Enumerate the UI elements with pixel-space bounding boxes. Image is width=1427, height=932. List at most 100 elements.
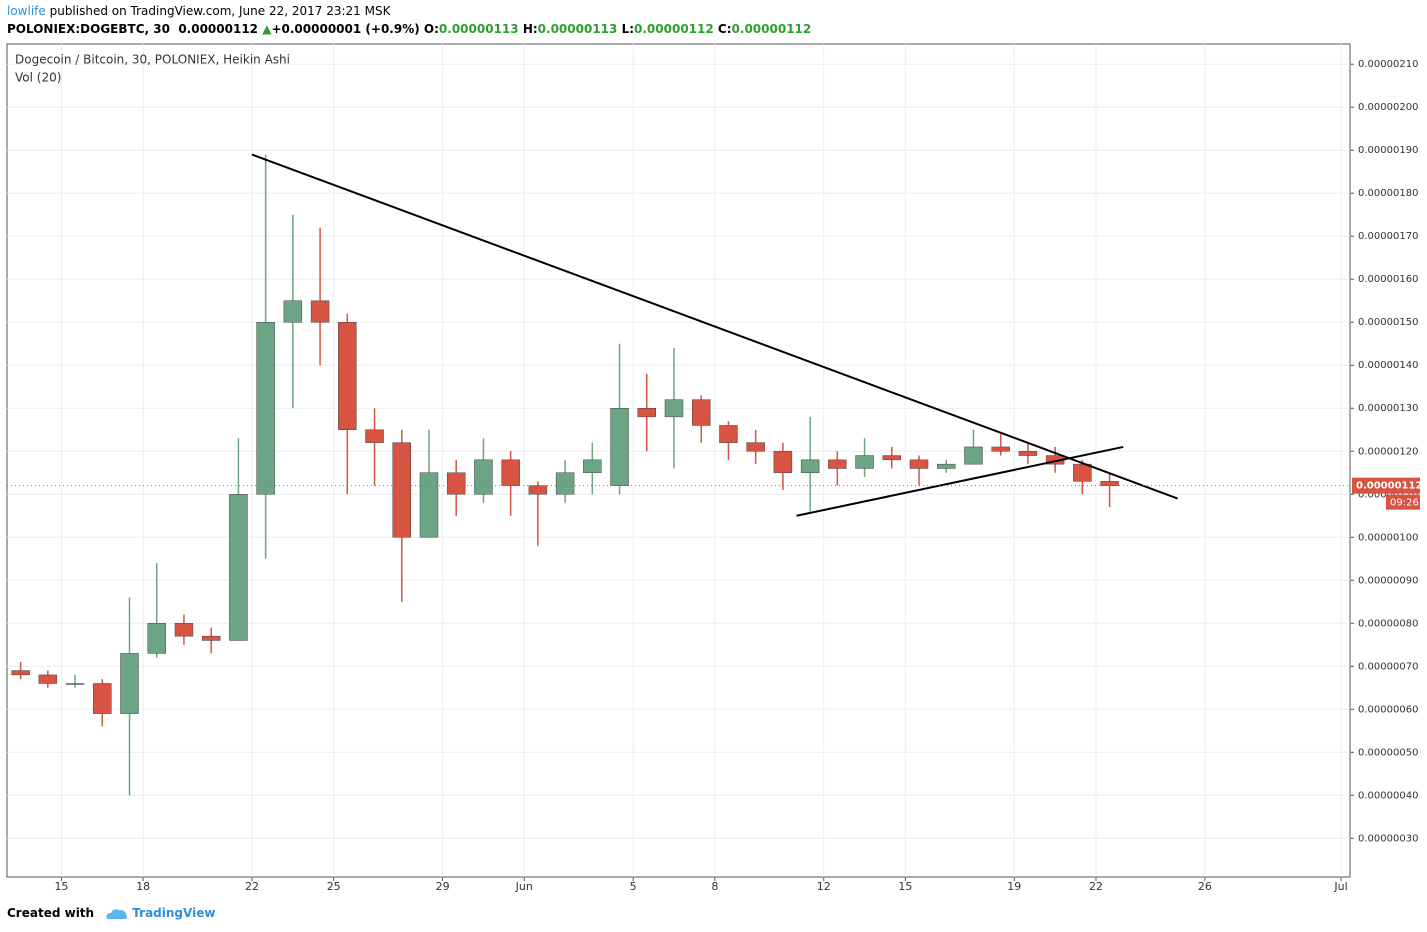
candle-body: [446, 472, 466, 495]
candle-body: [365, 429, 384, 443]
candle-body: [174, 623, 194, 637]
logo: [106, 908, 128, 919]
candle-body: [719, 425, 738, 443]
y-tick-label: 0.00000180: [1358, 188, 1418, 199]
candle-body: [528, 485, 548, 495]
y-tick-label: 0.00000080: [1358, 618, 1418, 629]
author[interactable]: lowlife: [7, 4, 46, 18]
chart-title: Dogecoin / Bitcoin, 30, POLONIEX, Heikin…: [15, 53, 290, 67]
candle-body: [419, 472, 439, 538]
x-tick-label: 29: [436, 880, 450, 893]
h-label: H:: [522, 22, 538, 36]
candle-body: [65, 683, 85, 685]
y-tick-label: 0.00000090: [1358, 575, 1418, 586]
x-tick-label: 22: [1089, 880, 1103, 893]
candle-body: [256, 321, 275, 495]
x-tick-label: 15: [54, 880, 68, 893]
candle-body: [855, 455, 874, 469]
x-tick-label: Jun: [515, 880, 533, 893]
candle-body: [828, 459, 847, 469]
y-tick-label: 0.00000070: [1358, 661, 1418, 672]
candle-body: [147, 623, 166, 654]
candle-body: [474, 459, 493, 495]
y-tick-label: 0.00000200: [1358, 102, 1418, 113]
footer: Created with TradingView: [7, 906, 215, 921]
candle-body: [229, 494, 248, 641]
trendline: [796, 445, 1124, 517]
y-tick-label: 0.00000050: [1358, 747, 1418, 758]
o-label: O:: [423, 22, 439, 36]
quote-line: POLONIEX:DOGEBTC, 30 0.00000112 ▲+0.0000…: [7, 22, 811, 36]
h: 0.00000113: [537, 22, 618, 36]
x-tick-label: 25: [327, 880, 341, 893]
candle-body: [555, 472, 575, 495]
c: 0.00000112: [731, 22, 812, 36]
y-tick-label: 0.00000160: [1358, 274, 1418, 285]
symbol: POLONIEX:DOGEBTC, 30: [7, 22, 170, 36]
change: +0.00000001 (+0.9%): [271, 22, 420, 36]
y-tick-label: 0.00000130: [1358, 403, 1418, 414]
candle-body: [882, 455, 902, 461]
x-tick-label: 19: [1007, 880, 1021, 893]
y-tick-label: 0.00000150: [1358, 317, 1418, 328]
x-tick-label: Jul: [1333, 880, 1347, 893]
candle-body: [283, 300, 303, 323]
y-tick-label: 0.00000140: [1358, 360, 1418, 371]
candle-body: [664, 399, 684, 418]
candle-body: [310, 300, 330, 323]
x-tick-label: 18: [136, 880, 150, 893]
published: published on TradingView.com, June 22, 2…: [49, 4, 391, 18]
candle-body: [1100, 481, 1119, 486]
candle-body: [1073, 463, 1092, 482]
candle-body: [501, 459, 520, 486]
candle-body: [1018, 451, 1038, 456]
publish-line: lowlife published on TradingView.com, Ju…: [7, 4, 390, 18]
indicator-label: Vol (20): [15, 71, 61, 85]
brand[interactable]: TradingView: [132, 906, 216, 920]
last-price-label: 0.00000112: [1356, 481, 1422, 492]
candle-body: [610, 407, 629, 486]
y-tick-label: 0.00000060: [1358, 704, 1418, 715]
candle-body: [93, 683, 112, 714]
candle-body: [909, 459, 929, 469]
candle-body: [937, 463, 956, 469]
x-tick-label: 22: [245, 880, 259, 893]
x-tick-label: 12: [817, 880, 831, 893]
y-tick-label: 0.00000170: [1358, 231, 1418, 242]
candle-body: [964, 446, 983, 465]
candle-body: [11, 670, 30, 676]
x-tick-label: 5: [630, 880, 637, 893]
y-tick-label: 0.00000120: [1358, 446, 1418, 457]
l-label: L:: [621, 22, 635, 36]
last: 0.00000112: [178, 22, 259, 36]
candle-body: [746, 442, 765, 452]
o: 0.00000113: [438, 22, 519, 36]
l: 0.00000112: [634, 22, 714, 36]
x-tick-label: 8: [711, 880, 718, 893]
trendline: [251, 153, 1179, 500]
x-tick-label: 15: [898, 880, 912, 893]
candle-body: [338, 321, 357, 431]
candle-body: [800, 459, 820, 474]
y-tick-label: 0.00000190: [1358, 145, 1418, 156]
candle-body: [773, 451, 793, 474]
candle-body: [691, 399, 711, 426]
candle-body: [120, 653, 139, 714]
y-tick-label: 0.00000030: [1358, 833, 1418, 844]
candle-body: [991, 446, 1010, 452]
countdown: 09:26: [1390, 498, 1419, 509]
arrow: ▲: [262, 22, 272, 36]
y-tick-label: 0.00000100: [1358, 532, 1418, 543]
y-tick-label: 0.00000210: [1358, 59, 1418, 70]
candle-body: [637, 407, 657, 418]
x-tick-label: 26: [1198, 880, 1212, 893]
countdown-box: [1386, 494, 1420, 510]
chart: Dogecoin / Bitcoin, 30, POLONIEX, Heikin…: [6, 43, 1422, 893]
candle-body: [38, 674, 58, 684]
c-label: C:: [717, 22, 732, 36]
created: Created with: [7, 906, 95, 920]
candle-body: [583, 459, 602, 474]
candle-body: [201, 635, 221, 641]
candle-body: [392, 442, 411, 538]
